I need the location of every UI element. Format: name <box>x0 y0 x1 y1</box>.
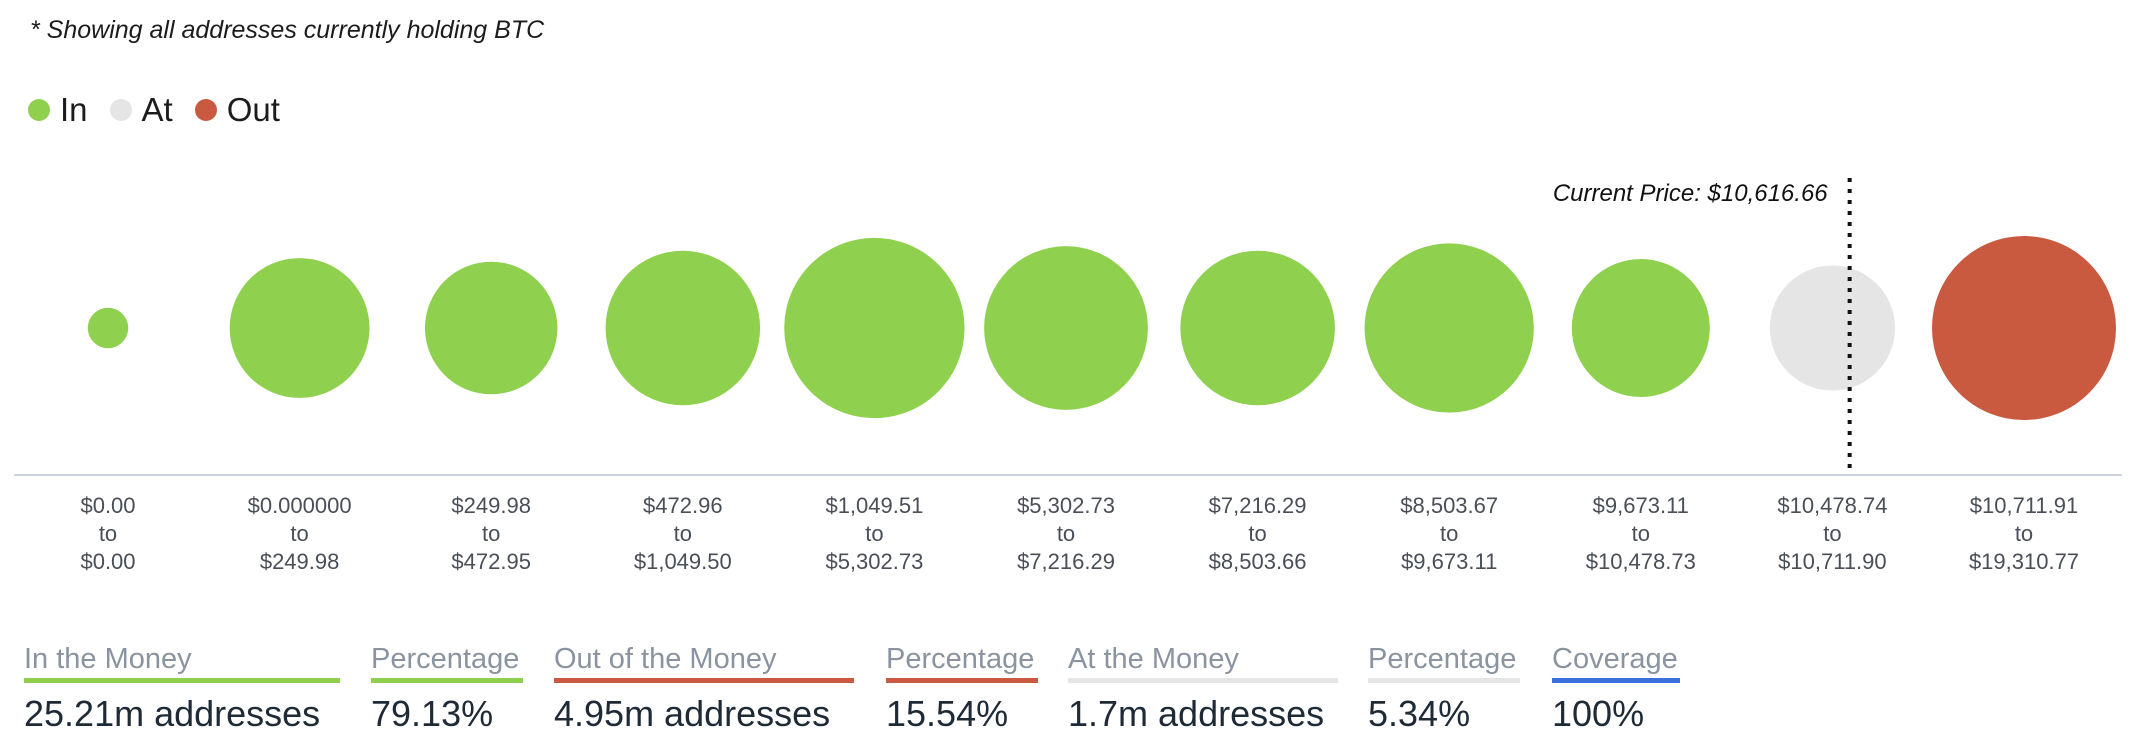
stat-coverage-value: 100% <box>1552 693 1645 734</box>
stat-in-percentage-label: Percentage <box>371 643 523 683</box>
stat-at-percentage: Percentage 5.34% <box>1368 643 1520 735</box>
stat-in-percentage-value: 79.13% <box>371 693 494 734</box>
stat-out-percentage-value: 15.54% <box>886 693 1009 734</box>
legend-item-in[interactable]: In <box>28 91 88 129</box>
bubble-out[interactable] <box>1932 236 2116 420</box>
tick-label-to-word: to <box>1057 521 1075 546</box>
tick-label-to: $0.00 <box>80 549 135 574</box>
tick-label-to-word: to <box>1632 521 1650 546</box>
stat-in-the-money: In the Money 25.21m addresses <box>24 643 340 735</box>
tick-label-to: $7,216.29 <box>1017 549 1115 574</box>
bubble-in[interactable] <box>784 237 965 419</box>
tick-label-to-word: to <box>2015 521 2033 546</box>
bubble-at[interactable] <box>1769 265 1895 391</box>
note-text: * Showing all addresses currently holdin… <box>30 16 545 44</box>
tick-label-to: $19,310.77 <box>1969 549 2079 574</box>
tick-label-to-word: to <box>290 521 308 546</box>
stat-out-of-the-money-label: Out of the Money <box>554 643 854 683</box>
tick-label-to: $5,302.73 <box>825 549 923 574</box>
summary-stats: In the Money 25.21m addresses Percentage… <box>0 643 2134 743</box>
legend-dot-at-icon <box>109 99 132 121</box>
stat-out-percentage-label: Percentage <box>886 643 1038 683</box>
bubble-in[interactable] <box>605 250 761 406</box>
tick-label-from: $10,478.74 <box>1777 493 1887 518</box>
tick-label-from: $0.00 <box>80 493 135 518</box>
bubble-in[interactable] <box>87 307 129 349</box>
stat-at-percentage-value: 5.34% <box>1368 693 1471 734</box>
current-price-label: Current Price: $10,616.66 <box>1553 180 1828 207</box>
stat-coverage: Coverage 100% <box>1552 643 1680 735</box>
legend: In At Out <box>28 90 302 130</box>
stat-at-the-money-value: 1.7m addresses <box>1068 693 1325 734</box>
tick-label-from: $249.98 <box>451 493 531 518</box>
tick-label-from: $5,302.73 <box>1017 493 1115 518</box>
bubble-in[interactable] <box>229 258 370 398</box>
tick-label-to-word: to <box>1823 521 1841 546</box>
tick-label-to: $472.95 <box>451 549 531 574</box>
stat-out-of-the-money: Out of the Money 4.95m addresses <box>554 643 854 735</box>
legend-label-at: At <box>141 91 173 128</box>
legend-label-in: In <box>60 91 88 128</box>
tick-label-to-word: to <box>674 521 692 546</box>
stat-out-of-the-money-value: 4.95m addresses <box>554 693 831 734</box>
tick-label-to-word: to <box>482 521 500 546</box>
tick-label-to-word: to <box>1248 521 1266 546</box>
stat-at-the-money: At the Money 1.7m addresses <box>1068 643 1338 735</box>
legend-item-out[interactable]: Out <box>194 91 280 129</box>
legend-item-at[interactable]: At <box>109 91 173 129</box>
bubble-in[interactable] <box>1571 259 1710 397</box>
tick-label-to: $10,478.73 <box>1586 549 1696 574</box>
tick-label-from: $9,673.11 <box>1593 493 1689 518</box>
tick-label-from: $7,216.29 <box>1209 493 1307 518</box>
tick-label-to: $10,711.90 <box>1778 549 1886 574</box>
tick-label-from: $8,503.67 <box>1400 493 1498 518</box>
stat-in-the-money-value: 25.21m addresses <box>24 693 321 734</box>
tick-label-to: $1,049.50 <box>634 549 732 574</box>
bubble-in[interactable] <box>1364 243 1534 413</box>
tick-label-from: $472.96 <box>643 493 723 518</box>
bubble-in[interactable] <box>424 261 558 395</box>
tick-label-to-word: to <box>865 521 883 546</box>
legend-dot-out-icon <box>194 99 217 121</box>
legend-dot-in-icon <box>28 99 50 121</box>
stat-at-the-money-label: At the Money <box>1068 643 1338 683</box>
tick-label-from: $0.000000 <box>248 493 352 518</box>
tick-label-to-word: to <box>99 521 117 546</box>
tick-label-from: $10,711.91 <box>1970 493 2078 518</box>
tick-label-from: $1,049.51 <box>825 493 923 518</box>
tick-label-to: $9,673.11 <box>1401 549 1497 574</box>
stat-coverage-label: Coverage <box>1552 643 1680 683</box>
tick-label-to-word: to <box>1440 521 1458 546</box>
tick-label-to: $249.98 <box>260 549 340 574</box>
bubble-in[interactable] <box>984 246 1148 410</box>
stat-in-the-money-label: In the Money <box>24 643 340 683</box>
bubble-in[interactable] <box>1180 250 1335 406</box>
stat-in-percentage: Percentage 79.13% <box>371 643 523 735</box>
bubble-chart: $0.00 to $0.00 $0.000000 to $249.98 $249.98 to $… <box>14 178 2122 574</box>
stat-at-percentage-label: Percentage <box>1368 643 1520 683</box>
legend-label-out: Out <box>226 91 280 128</box>
tick-label-to: $8,503.66 <box>1209 549 1307 574</box>
stat-out-percentage: Percentage 15.54% <box>886 643 1038 735</box>
